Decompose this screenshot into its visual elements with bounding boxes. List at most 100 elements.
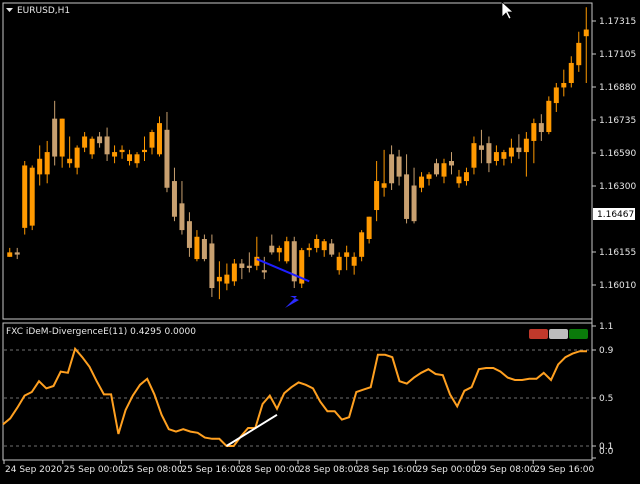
price-divergence-line <box>256 258 310 283</box>
candle-body <box>179 203 185 231</box>
candle-body <box>463 172 469 182</box>
candle-body <box>546 100 552 133</box>
candle-body <box>186 221 192 248</box>
candle-body <box>359 232 365 257</box>
candle-body <box>201 239 207 260</box>
candle-body <box>149 132 155 148</box>
candle-body <box>269 245 275 253</box>
candle-body <box>501 152 507 159</box>
time-tick-label: 28 Sep 16:00 <box>358 465 418 475</box>
candle-body <box>14 252 20 255</box>
current-price-badge <box>593 208 635 220</box>
candle-body <box>7 252 13 257</box>
candle-body <box>194 236 200 260</box>
time-tick-label: 25 Sep 16:00 <box>181 465 241 475</box>
candle-body <box>246 265 252 268</box>
indicator-buttons[interactable] <box>529 329 588 339</box>
candlestick-series <box>7 7 589 300</box>
indicator-tick-label: 1.1 <box>599 322 613 332</box>
candle-body <box>576 42 582 66</box>
time-tick-label: 28 Sep 00:00 <box>240 465 300 475</box>
candle-body <box>119 149 125 153</box>
gray-button[interactable] <box>549 329 568 339</box>
candle-body <box>448 161 454 166</box>
candle-body <box>553 87 559 104</box>
chart-menu-triangle-icon[interactable] <box>6 8 13 12</box>
candle-body <box>389 154 395 184</box>
price-tick-label: 1.17105 <box>599 50 636 60</box>
candle-body <box>29 167 35 226</box>
candle-body <box>261 270 267 273</box>
candle-body <box>441 163 447 177</box>
candle-body <box>134 154 140 164</box>
symbol-title: EURUSD,H1 <box>17 6 70 16</box>
candle-body <box>112 152 118 157</box>
indicator-tick-label: 0.0 <box>599 447 614 457</box>
candle-body <box>523 138 529 153</box>
candle-body <box>374 181 380 211</box>
green-button[interactable] <box>569 329 588 339</box>
candle-body <box>216 276 222 282</box>
indicator-title: FXC iDeM-DivergenceE(11) 0.4295 0.0000 <box>6 327 196 337</box>
time-tick-label: 29 Sep 08:00 <box>475 465 535 475</box>
candle-body <box>306 247 312 251</box>
time-tick-label: 24 Sep 2020 <box>5 465 62 475</box>
candle-body <box>164 129 170 188</box>
candle-body <box>366 216 372 239</box>
candle-body <box>284 241 290 262</box>
candle-body <box>127 154 133 161</box>
candle-body <box>329 243 335 255</box>
indicator-tick-label: 0.9 <box>599 346 614 356</box>
time-tick-label: 28 Sep 08:00 <box>299 465 359 475</box>
time-tick-label: 29 Sep 16:00 <box>534 465 594 475</box>
price-tick-label: 1.16010 <box>599 281 636 291</box>
candle-body <box>531 123 537 141</box>
candle-body <box>583 29 589 37</box>
candle-body <box>171 181 177 217</box>
candle-body <box>239 263 245 268</box>
candle-body <box>37 158 43 175</box>
candle-body <box>44 152 50 175</box>
indicator-line <box>2 346 587 447</box>
candle-body <box>478 145 484 150</box>
red-button[interactable] <box>529 329 548 339</box>
mouse-cursor-icon <box>501 1 515 20</box>
candle-body <box>22 165 28 228</box>
price-tick-label: 1.16735 <box>599 116 636 126</box>
candle-body <box>231 263 237 282</box>
indicator-pane-frame <box>2 322 593 461</box>
time-tick-label: 29 Sep 00:00 <box>417 465 477 475</box>
candle-body <box>434 163 440 175</box>
candle-body <box>516 147 522 153</box>
candle-body <box>381 183 387 188</box>
candle-body <box>314 239 320 248</box>
candle-body <box>419 176 425 188</box>
candle-body <box>156 123 162 155</box>
candle-body <box>426 174 432 179</box>
candle-body <box>561 83 567 88</box>
current-price-label: 1.16467 <box>597 210 634 220</box>
time-tick-label: 25 Sep 08:00 <box>123 465 183 475</box>
candle-body <box>336 256 342 271</box>
candle-body <box>254 256 260 266</box>
bullish-arrow-icon <box>285 296 299 308</box>
candle-body <box>224 274 230 284</box>
candle-body <box>493 152 499 161</box>
candle-body <box>142 149 148 153</box>
candle-body <box>74 147 80 168</box>
candle-body <box>471 143 477 168</box>
price-tick-label: 1.16300 <box>599 182 636 192</box>
candle-body <box>486 143 492 164</box>
price-axis: 1.17315 1.17105 1.16880 1.16735 1.16590 1.163… <box>592 17 636 291</box>
candle-body <box>396 156 402 177</box>
candle-body <box>568 62 574 83</box>
price-tick-label: 1.17315 <box>599 17 636 27</box>
price-tick-label: 1.16155 <box>599 248 636 258</box>
candle-body <box>321 241 327 251</box>
indicator-tick-label: 0.5 <box>599 394 613 404</box>
candle-body <box>411 185 417 222</box>
candle-body <box>209 243 215 289</box>
